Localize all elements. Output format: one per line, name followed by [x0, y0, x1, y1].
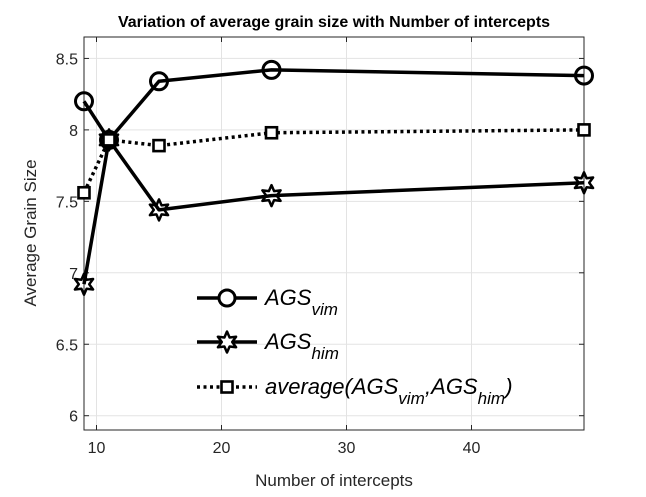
y-tick-label: 8.5 [56, 51, 78, 68]
series-line [82, 68, 585, 142]
plot-area [83, 36, 585, 431]
data-point [261, 59, 282, 80]
data-point [261, 183, 282, 208]
y-tick-label: 8 [69, 123, 78, 140]
series-square [77, 123, 591, 200]
x-axis-title: Number of intercepts [255, 471, 413, 490]
data-point [148, 198, 170, 222]
data-point [74, 91, 94, 112]
y-tick-label: 6.5 [56, 337, 78, 354]
x-tick-label: 10 [88, 440, 106, 457]
chart-title: Variation of average grain size with Num… [118, 14, 550, 31]
y-axis-title: Average Grain Size [21, 159, 40, 306]
data-point [573, 171, 595, 195]
data-point [152, 138, 166, 153]
legend-marker-square-icon [220, 380, 234, 394]
legend: AGSvim AGShim average(AGSvim ,AGShim ) [197, 285, 513, 408]
legend-label-ags-him: AGShim [263, 329, 339, 363]
data-point [102, 133, 116, 147]
data-point [98, 128, 120, 152]
data-point [149, 71, 169, 92]
legend-label-ags-vim: AGSvim [263, 285, 338, 319]
grid [84, 37, 584, 430]
series-line [82, 138, 585, 285]
y-tick-label: 7 [69, 266, 78, 283]
series-circle [74, 59, 594, 150]
legend-label-average: average(AGSvim ,AGShim ) [265, 374, 513, 408]
legend-marker-circle-icon [217, 288, 237, 308]
legend-item-ags-vim: AGSvim [197, 285, 338, 319]
series-layer [73, 59, 595, 296]
data-point [77, 185, 91, 200]
axis-ticks: 10 20 30 40 6 6.5 7 7.5 8 8.5 [56, 37, 584, 457]
series-line [82, 128, 585, 194]
x-tick-label: 20 [213, 440, 231, 457]
data-point [577, 123, 591, 137]
x-tick-label: 40 [463, 440, 481, 457]
data-point [264, 125, 279, 140]
x-tick-label: 30 [338, 440, 356, 457]
legend-marker-hexagram-icon [216, 330, 238, 354]
data-point [73, 272, 95, 296]
data-point [574, 65, 594, 86]
legend-item-average: average(AGSvim ,AGShim ) [197, 374, 513, 408]
y-tick-label: 7.5 [56, 194, 78, 211]
y-tick-label: 6 [69, 409, 78, 426]
legend-item-ags-him: AGShim [197, 329, 339, 363]
series-hexagram [73, 128, 595, 296]
